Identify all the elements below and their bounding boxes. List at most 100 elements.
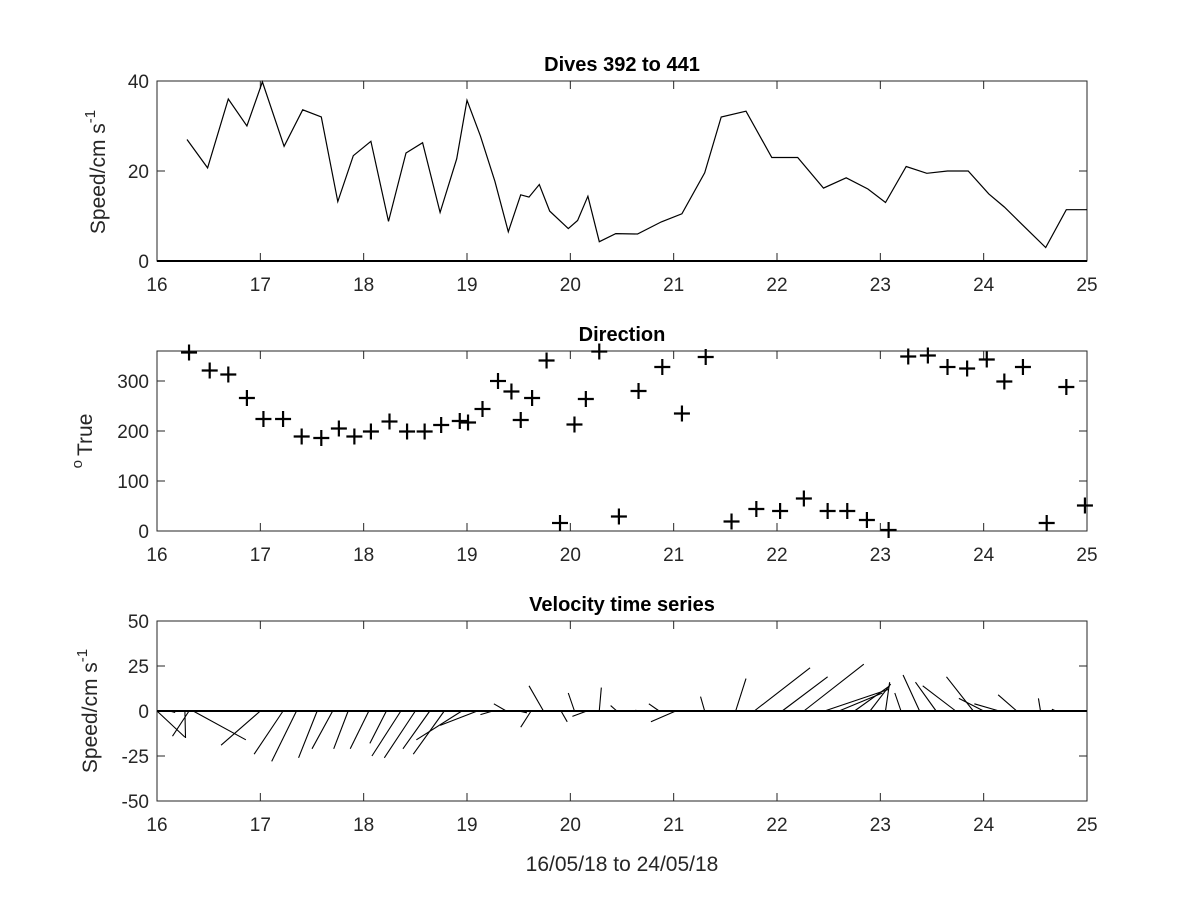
- velocity-stick: [560, 710, 568, 723]
- velocity-stick: [869, 683, 892, 712]
- velocity-stick: [922, 685, 957, 712]
- y-tick-label: 0: [138, 252, 149, 273]
- direction-point: [748, 501, 765, 517]
- velocity-stick: [598, 687, 602, 712]
- direction-point: [313, 430, 330, 446]
- y-tick-label: 300: [117, 372, 149, 393]
- direction-point: [630, 383, 647, 399]
- plot-frame: [156, 350, 1088, 532]
- direction-point: [566, 416, 583, 433]
- y-tick-label: 0: [138, 702, 149, 723]
- direction-point: [723, 513, 740, 530]
- direction-point: [416, 423, 433, 440]
- y-tick-label: 100: [117, 472, 149, 493]
- x-tick-label: 18: [353, 815, 374, 836]
- x-tick-label: 17: [250, 815, 271, 836]
- x-tick-label: 25: [1076, 545, 1097, 566]
- direction-point: [1038, 515, 1055, 531]
- direction-point: [255, 411, 272, 427]
- velocity-stick: [220, 710, 261, 746]
- x-tick-label: 23: [870, 545, 891, 566]
- direction-point: [503, 383, 520, 400]
- x-tick-label: 17: [250, 275, 271, 296]
- direction-point: [591, 343, 608, 360]
- direction-point: [610, 508, 627, 525]
- direction-point: [1014, 359, 1031, 375]
- x-tick-label: 18: [353, 275, 374, 296]
- velocity-stick: [902, 674, 921, 712]
- y-tick-label: 20: [128, 162, 149, 183]
- velocity-panel-title: Velocity time series: [529, 594, 715, 616]
- velocity-stick: [402, 710, 431, 750]
- direction-point: [552, 515, 568, 531]
- direction-point: [654, 359, 671, 375]
- speed-axis-label-main: Speed/cm s: [87, 123, 110, 234]
- direction-point: [512, 412, 529, 428]
- direction-point: [939, 359, 956, 375]
- velocity-stick: [172, 710, 190, 737]
- velocity-stick: [383, 710, 416, 759]
- velocity-stick: [781, 676, 828, 712]
- velocity-stick: [520, 710, 532, 728]
- x-tick-label: 22: [766, 275, 787, 296]
- direction-point: [220, 366, 237, 383]
- velocity-stick: [253, 710, 284, 755]
- velocity-stick: [156, 710, 186, 738]
- direction-point: [1058, 379, 1075, 395]
- direction-point: [819, 503, 836, 519]
- speed-axis-label-sup: -1: [82, 110, 99, 123]
- velocity-stick: [894, 692, 902, 712]
- x-tick-label: 24: [973, 545, 995, 566]
- x-tick-label: 22: [766, 545, 787, 566]
- velocity-stick: [958, 697, 984, 712]
- x-tick-label: 16: [146, 545, 167, 566]
- direction-point: [293, 428, 310, 445]
- x-tick-label: 19: [456, 275, 477, 296]
- speed-panel-title: Dives 392 to 441: [544, 54, 700, 76]
- x-tick-label: 22: [766, 815, 787, 836]
- x-tick-label: 25: [1076, 275, 1097, 296]
- velocity-stick: [192, 710, 247, 741]
- velocity-stick: [528, 685, 544, 712]
- velocity-stick: [915, 681, 937, 712]
- velocity-stick: [271, 710, 297, 762]
- x-tick-label: 21: [663, 545, 684, 566]
- velocity-stick: [884, 682, 891, 712]
- direction-panel-title: Direction: [579, 324, 666, 346]
- velocity-stick: [349, 710, 370, 750]
- direction-point: [451, 413, 468, 429]
- direction-point: [839, 503, 856, 519]
- velocity-stick: [854, 685, 890, 712]
- direction-point: [330, 420, 347, 437]
- velocity-stick: [1037, 698, 1042, 712]
- velocity-stick: [369, 710, 387, 744]
- direction-point: [959, 360, 976, 377]
- x-tick-label: 25: [1076, 815, 1097, 836]
- direction-point: [399, 423, 416, 440]
- direction-point: [577, 391, 594, 407]
- speed-axis-label: Speed/cm s-1: [82, 110, 110, 234]
- velocity-stick: [184, 710, 187, 739]
- x-tick-label: 19: [456, 815, 477, 836]
- x-tick-label: 19: [456, 545, 477, 566]
- direction-point: [978, 351, 995, 368]
- direction-point: [772, 503, 789, 519]
- direction-point: [1076, 497, 1093, 514]
- velocity-stick: [439, 710, 478, 726]
- direction-point: [238, 390, 255, 406]
- speed-series-line: [186, 80, 1087, 249]
- direction-point: [900, 348, 917, 365]
- speed-panel: Dives 392 to 441 16 17 18 19 20 21 22 23 24 25 0 20…: [82, 54, 1098, 296]
- velocity-stick: [412, 710, 445, 755]
- velocity-axis-label-sup: -1: [74, 649, 91, 662]
- y-tick-label: 50: [128, 612, 149, 633]
- y-tick-label: 200: [117, 422, 149, 443]
- velocity-stick: [333, 710, 349, 749]
- direction-point: [474, 401, 491, 417]
- direction-point: [880, 522, 897, 538]
- x-tick-label: 24: [973, 815, 995, 836]
- velocity-stick: [803, 663, 865, 712]
- direction-point: [795, 490, 812, 507]
- velocity-axis-label: Speed/cm s-1: [74, 649, 102, 773]
- x-tick-label: 16: [146, 275, 167, 296]
